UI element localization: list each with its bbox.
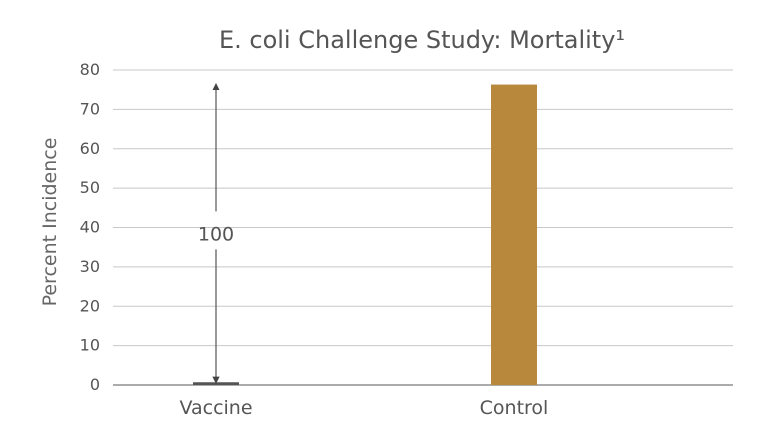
y-tick-label-70: 70 bbox=[80, 99, 100, 118]
y-tick-label-80: 80 bbox=[80, 60, 100, 79]
bar-vaccine bbox=[193, 382, 239, 385]
y-tick-label-60: 60 bbox=[80, 139, 100, 158]
annotations: 100 bbox=[198, 82, 234, 384]
category-label-vaccine: Vaccine bbox=[179, 397, 252, 419]
annotation-label: 100 bbox=[198, 223, 234, 245]
y-axis-label: Percent Incidence bbox=[39, 138, 61, 307]
bars bbox=[193, 84, 537, 385]
y-tick-label-20: 20 bbox=[80, 296, 100, 315]
chart-title: E. coli Challenge Study: Mortality¹ bbox=[219, 26, 625, 54]
y-tick-label-40: 40 bbox=[80, 218, 100, 237]
y-tick-label-30: 30 bbox=[80, 257, 100, 276]
y-tick-labels: 0 10 20 30 40 50 60 70 80 bbox=[80, 60, 100, 394]
bar-control bbox=[491, 84, 537, 385]
y-tick-label-50: 50 bbox=[80, 178, 100, 197]
category-label-control: Control bbox=[480, 397, 549, 419]
category-labels: Vaccine Control bbox=[179, 397, 548, 419]
y-tick-label-10: 10 bbox=[80, 336, 100, 355]
y-tick-label-0: 0 bbox=[90, 375, 100, 394]
